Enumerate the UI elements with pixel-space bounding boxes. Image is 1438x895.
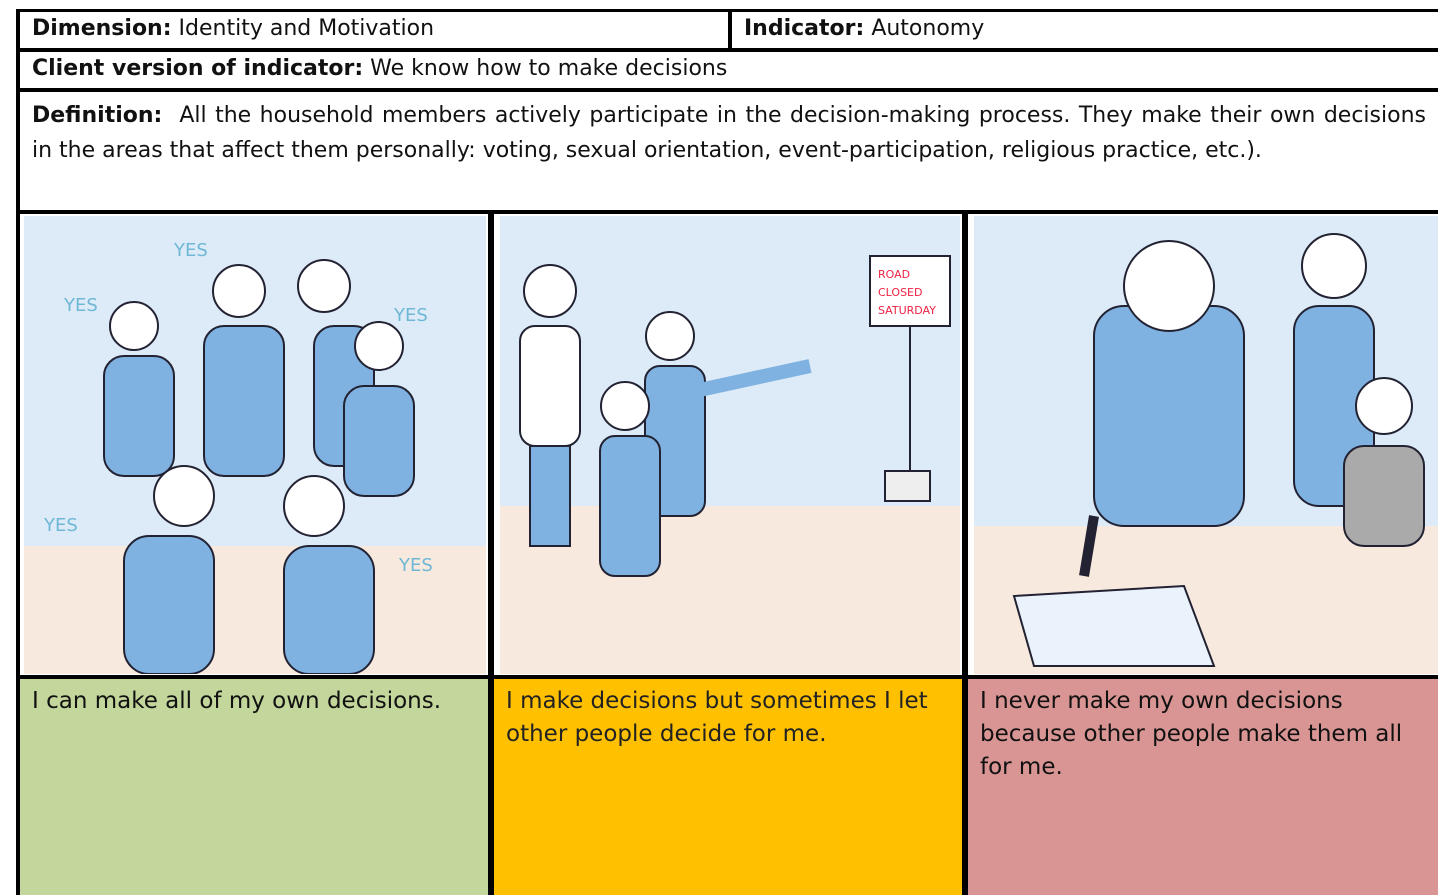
dimension-label: Dimension: bbox=[32, 16, 172, 41]
illustration bbox=[974, 216, 1438, 674]
definition-cell: Definition: All the household members ac… bbox=[20, 92, 1438, 210]
border bbox=[16, 675, 1438, 679]
border bbox=[16, 9, 1438, 12]
border bbox=[488, 210, 494, 895]
svg-text:ROAD: ROAD bbox=[878, 268, 910, 281]
indicator-cell: Indicator: Autonomy bbox=[732, 12, 1438, 48]
svg-text:SATURDAY: SATURDAY bbox=[878, 304, 936, 317]
indicator-value: Autonomy bbox=[871, 16, 985, 41]
level-cell: I never make my own decisions because ot… bbox=[968, 679, 1438, 895]
level-cell: I make decisions but sometimes I let oth… bbox=[494, 679, 962, 895]
svg-text:YES: YES bbox=[63, 295, 98, 316]
definition-label: Definition: bbox=[32, 103, 163, 128]
svg-text:YES: YES bbox=[393, 305, 428, 326]
client-version-value: We know how to make decisions bbox=[370, 56, 728, 81]
level-cell: I can make all of my own decisions. bbox=[20, 679, 488, 895]
level-text: I can make all of my own decisions. bbox=[32, 688, 442, 714]
dimension-value: Identity and Motivation bbox=[178, 16, 435, 41]
client-version-label: Client version of indicator: bbox=[32, 56, 364, 81]
border bbox=[962, 210, 968, 895]
svg-text:YES: YES bbox=[43, 515, 78, 536]
illustration: ROAD CLOSED SATURDAY bbox=[500, 216, 960, 674]
border bbox=[16, 48, 1438, 52]
svg-text:YES: YES bbox=[398, 555, 433, 576]
client-version-cell: Client version of indicator: We know how… bbox=[20, 52, 1438, 88]
illustration: YES YES YES YES YES bbox=[24, 216, 486, 674]
svg-text:YES: YES bbox=[173, 240, 208, 261]
border bbox=[16, 9, 20, 895]
definition-value: All the household members actively parti… bbox=[32, 103, 1426, 163]
indicator-label: Indicator: bbox=[744, 16, 865, 41]
border bbox=[16, 210, 1438, 214]
dimension-cell: Dimension: Identity and Motivation bbox=[20, 12, 728, 48]
border bbox=[16, 88, 1438, 92]
level-text: I never make my own decisions because ot… bbox=[980, 688, 1403, 780]
svg-text:CLOSED: CLOSED bbox=[878, 286, 922, 299]
level-text: I make decisions but sometimes I let oth… bbox=[506, 688, 928, 747]
border bbox=[728, 9, 732, 52]
